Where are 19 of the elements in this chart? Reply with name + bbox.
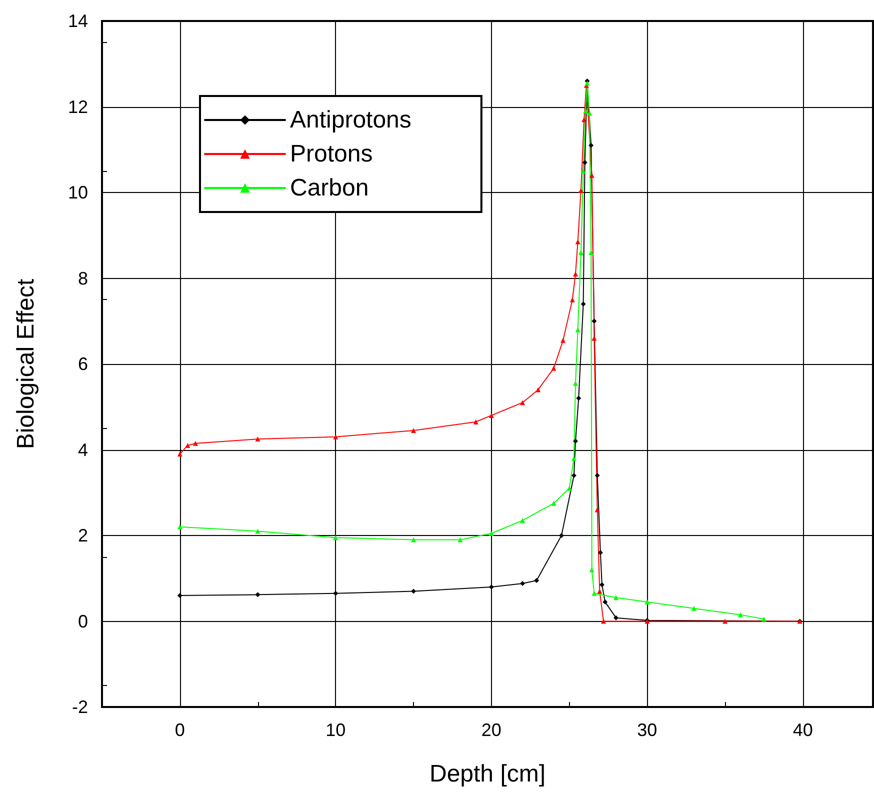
y-tick-label: 8 [78,268,88,288]
y-tick-label: 2 [78,526,88,546]
y-tick-label: 12 [68,96,88,117]
y-tick-label: 0 [78,611,88,632]
x-tick-label: 10 [326,720,346,740]
legend-label: Protons [290,140,373,168]
y-tick-label: 14 [68,11,88,31]
y-tick-label: 10 [68,182,88,202]
x-tick-label: 30 [637,720,658,740]
x-axis-title: Depth [cm] [429,760,546,788]
y-axis-title: Biological Effect [12,278,40,450]
y-tick-label: 6 [78,354,88,374]
x-tick-label: 20 [481,720,502,740]
y-tick-label: -2 [72,697,88,717]
legend-label: Carbon [290,174,369,202]
x-tick-label: 40 [792,720,813,740]
legend-label: Antiprotons [290,106,412,134]
x-tick-label: 0 [174,720,185,740]
y-tick-label: 4 [78,440,88,460]
